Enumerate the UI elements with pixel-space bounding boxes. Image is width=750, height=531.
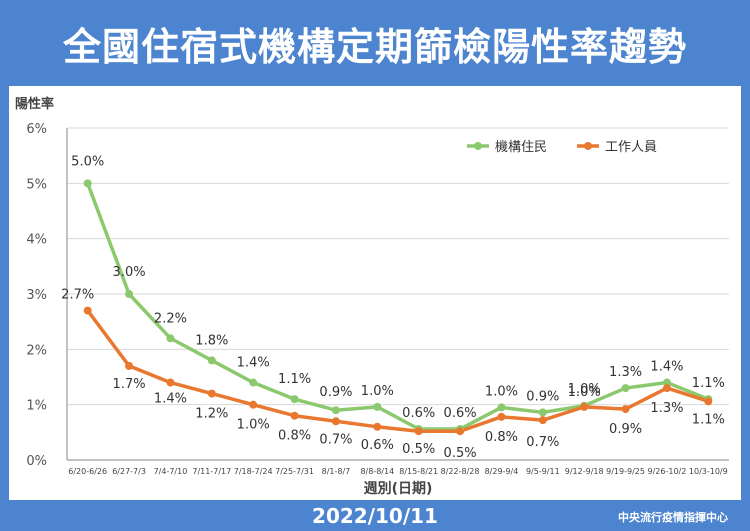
x-tick-label: 7/18-7/24 xyxy=(234,467,273,476)
x-tick-label: 8/1-8/7 xyxy=(322,467,351,476)
x-tick-label: 6/27-7/3 xyxy=(112,467,146,476)
data-label: 1.1% xyxy=(278,372,311,387)
data-label: 0.5% xyxy=(444,446,477,461)
series-line xyxy=(86,309,709,433)
data-label: 0.6% xyxy=(361,438,394,453)
x-tick-label: 6/20-6/26 xyxy=(68,467,107,476)
y-tick-label: 3% xyxy=(26,288,47,303)
data-point xyxy=(166,334,175,343)
data-label: 1.3% xyxy=(650,401,683,416)
x-axis-title: 週別(日期) xyxy=(364,481,433,497)
data-label: 1.0% xyxy=(485,384,518,399)
data-label: 0.5% xyxy=(402,442,435,457)
data-point xyxy=(290,395,299,404)
data-point xyxy=(125,290,134,298)
data-point xyxy=(125,361,134,370)
y-tick-label: 1% xyxy=(26,399,47,414)
data-label: 0.9% xyxy=(609,422,642,437)
x-tick-label: 9/12-9/18 xyxy=(565,467,604,476)
y-tick-label: 5% xyxy=(26,177,47,192)
data-point xyxy=(249,378,258,387)
data-point xyxy=(249,400,258,409)
data-point xyxy=(538,408,547,417)
data-label: 1.0% xyxy=(237,418,270,433)
data-point xyxy=(373,422,382,431)
y-axis-title: 陽性率 xyxy=(15,96,54,112)
data-label: 1.8% xyxy=(195,333,228,348)
data-point xyxy=(331,417,340,426)
y-tick-label: 0% xyxy=(26,454,47,469)
data-label: 1.0% xyxy=(568,382,601,397)
data-label: 1.2% xyxy=(195,407,228,422)
data-point xyxy=(207,356,216,365)
data-label: 0.6% xyxy=(444,406,477,421)
data-label: 1.7% xyxy=(113,377,146,392)
x-tick-label: 7/4-7/10 xyxy=(154,467,188,476)
x-tick-label: 8/29-9/4 xyxy=(485,467,519,476)
series-line xyxy=(86,182,709,431)
data-point xyxy=(621,384,630,393)
x-tick-label: 7/11-7/17 xyxy=(192,467,231,476)
x-tick-label: 10/3-10/9 xyxy=(689,467,728,476)
data-label: 1.3% xyxy=(609,365,642,380)
data-label: 1.1% xyxy=(692,412,725,427)
legend-marker xyxy=(474,142,482,150)
data-label: 0.9% xyxy=(319,385,352,400)
legend-marker xyxy=(584,142,592,150)
legend-label: 工作人員 xyxy=(605,140,657,155)
data-point xyxy=(83,306,92,315)
legend-label: 機構住民 xyxy=(495,140,547,155)
x-tick-label: 9/26-10/2 xyxy=(648,467,687,476)
data-label: 1.4% xyxy=(237,356,270,371)
data-label: 0.9% xyxy=(526,389,559,404)
chart-panel: 陽性率 0% 1% 2% 3% 4% 5% 6% 6/20-6/26 6/27-7/3 7/4-7/… xyxy=(9,86,741,500)
y-tick-label: 6% xyxy=(26,122,47,137)
page-title: 全國住宿式機構定期篩檢陽性率趨勢 xyxy=(62,24,687,69)
line-chart: 陽性率 0% 1% 2% 3% 4% 5% 6% 6/20-6/26 6/27-7/3 7/4-7/… xyxy=(15,96,729,497)
y-tick-label: 2% xyxy=(26,343,47,358)
data-label: 2.2% xyxy=(154,311,187,326)
data-point xyxy=(331,406,340,415)
data-label: 0.7% xyxy=(526,435,559,450)
data-label: 1.0% xyxy=(361,384,394,399)
data-point xyxy=(207,389,216,398)
data-label: 0.8% xyxy=(485,430,518,445)
issuing-organization: 中央流行疫情指揮中心 xyxy=(618,511,728,524)
y-tick-label: 4% xyxy=(26,233,47,248)
x-tick-label: 9/19-9/25 xyxy=(606,467,645,476)
data-point xyxy=(662,378,671,387)
data-point xyxy=(580,402,589,411)
data-point xyxy=(662,384,671,393)
data-point xyxy=(83,179,92,188)
x-tick-label: 8/8-8/14 xyxy=(360,467,394,476)
data-label: 3.0% xyxy=(113,265,146,280)
data-point xyxy=(414,427,423,436)
data-point xyxy=(166,378,175,387)
data-point xyxy=(497,403,506,412)
data-label: 0.8% xyxy=(278,429,311,444)
data-label: 0.7% xyxy=(319,432,352,447)
data-label: 1.1% xyxy=(692,376,725,391)
data-point xyxy=(497,412,506,421)
data-point xyxy=(538,416,547,425)
data-point xyxy=(456,427,465,436)
x-tick-label: 8/15-8/21 xyxy=(399,467,438,476)
data-label: 2.7% xyxy=(61,288,94,303)
data-label: 1.4% xyxy=(650,360,683,375)
data-label: 5.0% xyxy=(71,154,104,169)
x-tick-label: 9/5-9/11 xyxy=(526,467,560,476)
data-point xyxy=(373,402,382,411)
x-tick-label: 8/22-8/28 xyxy=(441,467,480,476)
data-point xyxy=(290,411,299,420)
data-label: 1.4% xyxy=(154,392,187,407)
report-date: 2022/10/11 xyxy=(312,503,438,528)
data-point xyxy=(704,397,713,406)
data-label: 0.6% xyxy=(402,406,435,421)
data-label: 1.0% xyxy=(568,385,601,400)
x-tick-label: 7/25-7/31 xyxy=(275,467,314,476)
data-point xyxy=(621,405,630,414)
